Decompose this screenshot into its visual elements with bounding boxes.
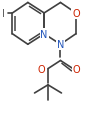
Text: I: I xyxy=(2,9,5,19)
Text: O: O xyxy=(72,9,80,19)
Text: N: N xyxy=(41,30,48,39)
Text: N: N xyxy=(57,40,64,50)
Text: O: O xyxy=(73,64,81,74)
Text: O: O xyxy=(37,64,45,74)
